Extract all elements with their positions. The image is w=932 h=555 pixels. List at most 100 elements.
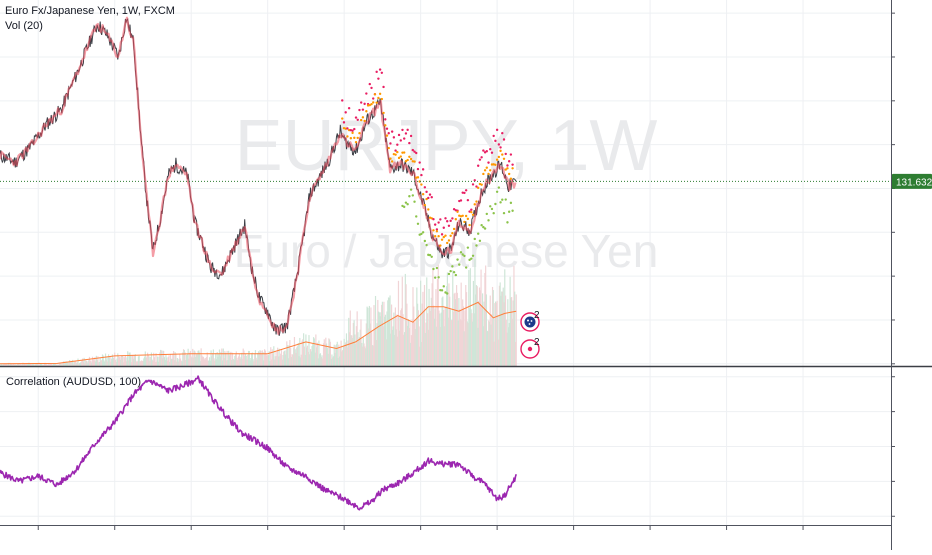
forecast-dot	[451, 217, 454, 220]
forecast-dot	[473, 203, 476, 206]
forecast-dot	[504, 152, 507, 156]
forecast-dot	[461, 214, 464, 217]
forecast-dot	[478, 158, 482, 161]
forecast-dot	[433, 235, 437, 238]
forecast-dot	[408, 155, 411, 159]
forecast-dot	[372, 97, 375, 100]
forecast-dot	[399, 139, 402, 142]
forecast-dot	[468, 223, 471, 227]
forecast-dot	[494, 163, 497, 166]
forecast-dot	[437, 221, 440, 224]
event-markers[interactable]: 2 2	[520, 310, 540, 359]
forecast-dot	[416, 222, 420, 225]
forecast-dot	[489, 205, 492, 208]
forecast-dot	[480, 183, 483, 186]
forecast-dot	[387, 132, 390, 135]
forecast-dot	[463, 220, 466, 224]
forecast-dot	[427, 208, 430, 211]
forecast-dot	[463, 191, 466, 195]
forecast-dot	[416, 176, 420, 179]
forecast-dot	[435, 266, 439, 270]
forecast-dot	[411, 148, 415, 152]
forecast-dot	[497, 143, 501, 146]
forecast-dot	[341, 117, 344, 120]
dividend-events-icon[interactable]	[520, 312, 540, 332]
forecast-dot	[489, 169, 492, 172]
forecast-dot	[487, 172, 490, 176]
correlation-scale[interactable]	[891, 376, 895, 517]
event-count: 2	[534, 337, 540, 348]
forecast-dot	[420, 173, 423, 177]
forecast-dot	[409, 188, 413, 191]
forecast-dot	[509, 201, 513, 205]
forecast-dot	[403, 205, 406, 209]
forecast-dot	[421, 193, 425, 196]
forecast-dot	[495, 158, 499, 161]
forecast-dot	[409, 157, 413, 161]
forecast-dot	[482, 149, 485, 152]
forecast-dot	[428, 253, 432, 257]
forecast-dot	[439, 218, 442, 221]
forecast-dot	[447, 272, 451, 276]
forecast-dot	[385, 127, 389, 130]
forecast-dot	[380, 71, 384, 75]
forecast-dot	[341, 99, 344, 102]
forecast-dot	[446, 220, 449, 223]
forecast-dot	[449, 219, 452, 223]
forecast-dot	[509, 177, 513, 180]
forecast-dot	[413, 160, 416, 163]
forecast-dot	[421, 231, 425, 234]
forecast-dot	[471, 183, 475, 186]
forecast-dot	[446, 241, 449, 245]
forecast-dot	[416, 167, 420, 171]
forecast-dot	[476, 164, 480, 167]
news-events-icon[interactable]	[520, 339, 540, 359]
indicator-title: Correlation (AUDUSD, 100)	[6, 376, 141, 388]
legend: Euro Fx/Japanese Yen, 1W, FXCM Vol (20) …	[5, 5, 175, 388]
forecast-dot	[466, 217, 470, 221]
last-price-badge: 131.632	[892, 173, 932, 189]
forecast-dot	[451, 265, 454, 268]
volume-bars	[0, 259, 517, 366]
time-scale[interactable]	[37, 525, 804, 530]
forecast-dot	[423, 186, 427, 189]
forecast-dot	[404, 201, 408, 204]
forecast-dot	[511, 163, 514, 166]
forecast-dot	[483, 227, 487, 230]
forecast-dot	[463, 254, 466, 258]
forecast-dot	[444, 234, 447, 237]
forecast-dot	[487, 219, 490, 222]
last-price-label: 131.632	[896, 177, 932, 188]
forecast-dot	[421, 168, 425, 171]
forecast-dot	[423, 239, 427, 243]
forecast-dot	[351, 129, 354, 132]
volume-label: Vol (20)	[5, 20, 43, 32]
forecast-dot	[432, 229, 435, 232]
forecast-dot	[501, 198, 504, 201]
forecast-dot	[492, 212, 495, 215]
volume-ma-line	[0, 301, 517, 365]
forecast-dot	[452, 208, 456, 211]
forecast-dot	[495, 128, 499, 132]
forecast-dot	[458, 263, 461, 266]
forecast-dot	[478, 239, 482, 243]
forecast-dot	[511, 209, 514, 212]
forecast-dot	[347, 106, 351, 110]
forecast-dot	[359, 101, 363, 104]
forecast-dot	[492, 134, 495, 138]
forecast-dot	[406, 128, 409, 132]
forecast-dot	[506, 164, 509, 167]
forecast-dot	[427, 196, 430, 200]
forecast-dot	[377, 96, 380, 100]
forecast-dot	[356, 136, 359, 140]
forecast-dot	[396, 143, 399, 146]
forecast-dot	[507, 160, 511, 163]
forecast-dot	[489, 148, 492, 151]
forecast-dot	[454, 218, 458, 221]
forecast-dot	[375, 70, 378, 74]
forecast-dot	[499, 201, 502, 204]
forecast-dot	[392, 136, 396, 139]
forecast-dot	[499, 146, 502, 149]
forecast-dot	[471, 213, 475, 216]
